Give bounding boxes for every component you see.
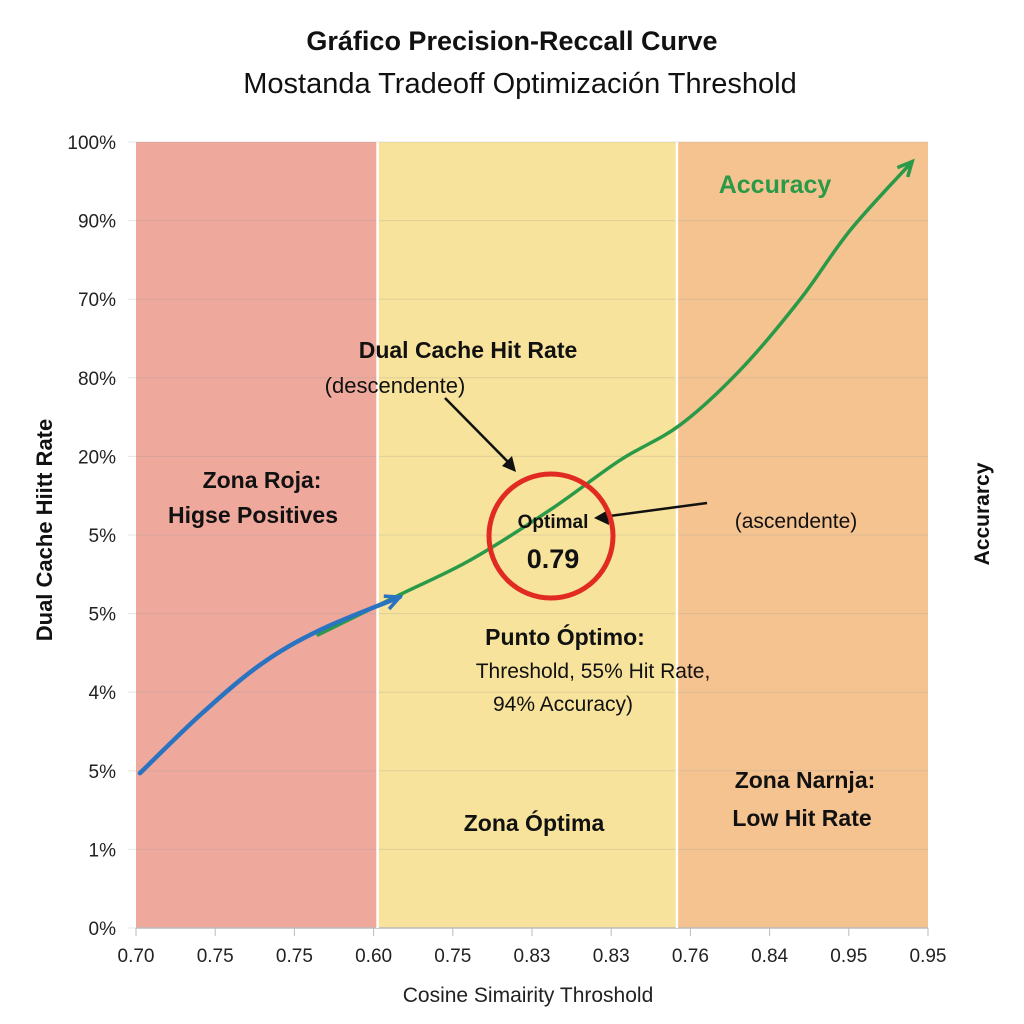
zone-band-2 (676, 142, 928, 928)
x-tick-label: 0.75 (276, 946, 313, 967)
y-tick-label: 80% (78, 369, 116, 390)
punto-optimo-line2: 94% Accuracy) (493, 693, 633, 716)
y-tick-label: 4% (89, 683, 117, 704)
zone-red-label-1: Zona Roja: (203, 467, 322, 493)
descendente-arrowhead-icon (502, 456, 516, 472)
punto-optimo-line1: Threshold, 55% Hit Rate, (476, 660, 711, 683)
optimal-value: 0.79 (527, 544, 580, 574)
y-tick-label: 20% (78, 447, 116, 468)
x-tick-label: 0.60 (355, 946, 392, 967)
ascendente-arrowhead-icon (594, 510, 609, 525)
y-tick-label: 5% (89, 605, 117, 626)
series-arrowhead-icon (896, 158, 915, 178)
x-tick-label: 0.95 (910, 946, 947, 967)
y-axis-label: Dual Cache Hiitt Rate (32, 419, 57, 642)
series (137, 158, 915, 776)
y-tick-labels: 0% 1% 5% 4% 5% 5% 20% 80% 70% 90% 100% (67, 133, 116, 940)
hit-rate-annotation-title: Dual Cache Hit Rate (359, 337, 578, 363)
descendente-arrow (444, 397, 513, 467)
chart-subtitle: Mostanda Tradeoff Optimización Threshold (243, 68, 796, 100)
optimal-point-circle (486, 471, 616, 601)
accuracy-series-label: Accuracy (719, 171, 832, 199)
zone-band-1 (377, 142, 677, 928)
chart-title: Gráfico Precision-Reccall Curve (306, 26, 717, 56)
zone-band-0 (136, 142, 378, 928)
y-tick-label: 5% (89, 526, 117, 547)
y-tick-label: 5% (89, 762, 117, 783)
x-tick-label: 0.84 (751, 946, 788, 967)
y-tick-label: 0% (89, 919, 117, 940)
x-tick-label: 0.76 (672, 946, 709, 967)
optimal-label: Optimal (518, 512, 589, 533)
gridlines (128, 141, 929, 936)
series-arrowhead-icon (383, 594, 404, 611)
ascendente-arrow (601, 501, 708, 519)
x-tick-labels: 0.70 0.75 0.75 0.60 0.75 0.83 0.83 0.76 0.84 0.95… (118, 946, 947, 967)
y-axis-label-right: Accurarcy (971, 462, 994, 565)
x-tick-label: 0.83 (514, 946, 551, 967)
zone-separators (376, 142, 679, 928)
x-axis-label: Cosine Simairity Throshold (403, 984, 654, 1007)
hit-rate-annotation-sub: (descendente) (325, 373, 466, 398)
x-tick-label: 0.75 (434, 946, 471, 967)
x-tick-label: 0.70 (118, 946, 155, 967)
zones (136, 142, 928, 928)
x-tick-label: 0.75 (197, 946, 234, 967)
series-line-0 (316, 159, 914, 637)
y-tick-label: 90% (78, 212, 116, 233)
y-tick-label: 70% (78, 290, 116, 311)
y-tick-label: 1% (89, 840, 117, 861)
zone-optimal-label: Zona Óptima (464, 809, 605, 836)
punto-optimo-title: Punto Óptimo: (485, 623, 645, 650)
x-tick-label: 0.83 (593, 946, 630, 967)
zone-red-label-2: Higse Positives (168, 502, 338, 528)
zone-orange-label-2: Low Hit Rate (732, 805, 871, 831)
y-tick-label: 100% (67, 133, 116, 154)
series-line-1 (137, 594, 402, 776)
x-tick-label: 0.95 (830, 946, 867, 967)
zone-orange-label-1: Zona Narnja: (735, 767, 876, 793)
ascendente-annotation: (ascendente) (735, 510, 858, 533)
